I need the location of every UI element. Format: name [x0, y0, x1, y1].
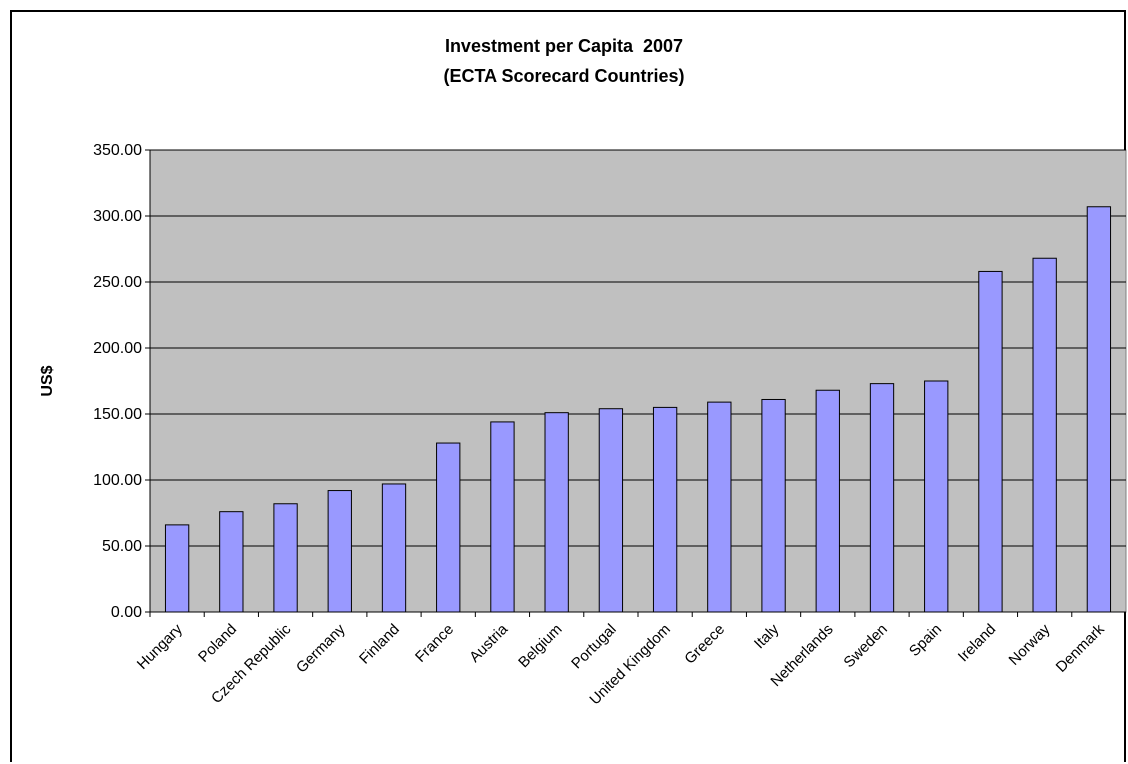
x-tick-label: Ireland — [955, 621, 999, 665]
bar-ireland — [978, 270, 1003, 613]
bar-czech-republic — [273, 503, 298, 613]
bar-hungary — [164, 524, 190, 613]
y-tick-label: 300.00 — [93, 208, 142, 225]
x-tick-label: France — [412, 621, 457, 666]
bar-norway — [1032, 257, 1057, 613]
x-tick-label: Germany — [293, 620, 349, 676]
plot-area — [149, 149, 1127, 613]
x-tick-label: Denmark — [1053, 620, 1108, 675]
bar-sweden — [869, 383, 895, 613]
y-tick-label: 100.00 — [93, 472, 142, 489]
x-tick-label: Hungary — [134, 620, 186, 672]
x-tick-label: Sweden — [840, 621, 890, 671]
bar-spain — [924, 380, 949, 613]
y-tick-label: 200.00 — [93, 340, 142, 357]
chart-subtitle: (ECTA Scorecard Countries) — [443, 66, 685, 86]
bar-france — [436, 442, 461, 613]
x-tick-label: Spain — [906, 621, 945, 660]
chart-title: Investment per Capita 2007 — [444, 36, 684, 56]
x-tick-label: Austria — [466, 620, 511, 665]
x-tick-label: Belgium — [515, 621, 565, 671]
y-tick-label: 150.00 — [93, 406, 142, 423]
bar-germany — [327, 490, 352, 613]
x-tick-label: Italy — [751, 620, 783, 652]
bar-greece — [707, 401, 732, 613]
bar-austria — [490, 421, 515, 613]
y-tick-label: 250.00 — [93, 274, 142, 291]
bar-italy — [761, 398, 786, 613]
bar-portugal — [598, 408, 624, 613]
bar-finland — [381, 483, 407, 613]
x-tick-label: Greece — [681, 621, 728, 668]
x-tick-label: Portugal — [568, 621, 620, 673]
y-axis-label: US$ — [39, 365, 56, 396]
y-tick-label: 50.00 — [102, 538, 142, 555]
bar-belgium — [544, 412, 569, 613]
x-tick-label: Finland — [356, 621, 403, 668]
bar-poland — [219, 511, 244, 613]
bar-netherlands — [815, 389, 840, 613]
y-tick-label: 350.00 — [93, 142, 142, 159]
y-tick-label: 0.00 — [111, 604, 142, 621]
bars — [164, 206, 1112, 613]
bar-denmark — [1086, 206, 1112, 613]
bar-united-kingdom — [652, 406, 678, 613]
x-tick-label: Poland — [195, 621, 240, 666]
x-tick-label: Norway — [1006, 620, 1054, 668]
